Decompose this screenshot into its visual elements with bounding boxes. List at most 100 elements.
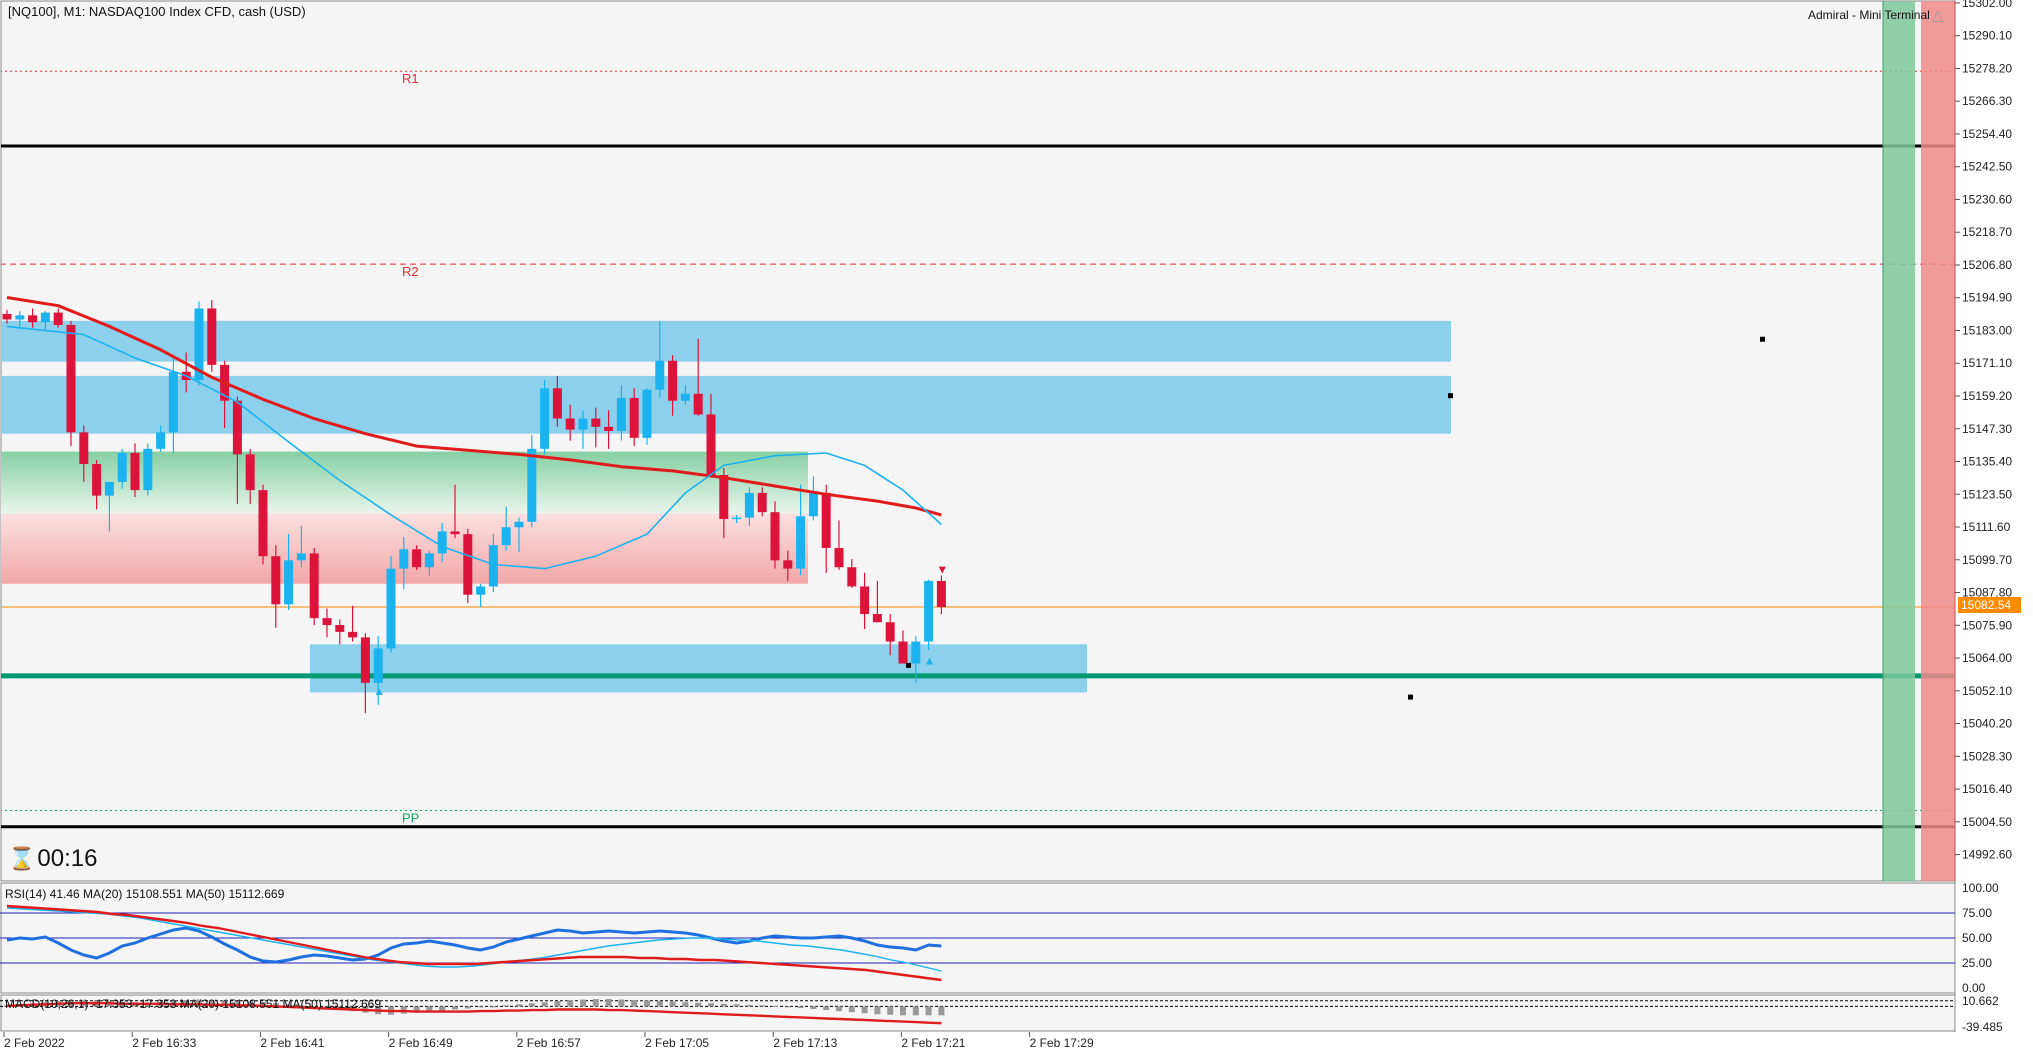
- candle-body: [66, 324, 76, 433]
- macd-bar: [503, 1005, 510, 1007]
- rsi-tick-label: 75.00: [1962, 906, 1992, 920]
- candle-body: [437, 531, 447, 554]
- y-tick-label: 15230.60: [1962, 192, 2012, 206]
- candle-body: [552, 388, 562, 419]
- x-tick-label: 2 Feb 17:13: [773, 1036, 837, 1050]
- macd-bar: [656, 1001, 663, 1007]
- x-tick-label: 2 Feb 17:21: [901, 1036, 965, 1050]
- y-tick-label: 15242.50: [1962, 160, 2012, 174]
- candle-body: [463, 534, 473, 595]
- x-tick-label: 2 Feb 16:33: [132, 1036, 196, 1050]
- y-tick-label: 15135.40: [1962, 455, 2012, 469]
- x-tick-label: 2 Feb 2022: [4, 1036, 65, 1050]
- candle-body: [616, 397, 626, 431]
- macd-bar: [823, 1006, 830, 1011]
- y-tick-label: 15278.20: [1962, 61, 2012, 75]
- zone-supply-0: [1, 320, 1451, 362]
- macd-bar: [784, 1006, 791, 1008]
- candle-body: [591, 418, 601, 427]
- candle-body: [92, 463, 102, 496]
- candle-body: [284, 560, 294, 605]
- graduation-cap-icon[interactable]: △: [1932, 7, 1944, 24]
- macd-bar: [580, 999, 586, 1007]
- y-tick-label: 15052.10: [1962, 684, 2012, 698]
- candle-body: [604, 426, 614, 431]
- mini-terminal-bars[interactable]: [1882, 1, 1956, 881]
- candle-body: [680, 393, 690, 401]
- x-tick-label: 2 Feb 16:49: [389, 1036, 453, 1050]
- candle-body: [28, 315, 38, 323]
- y-tick-label: 15194.90: [1962, 291, 2012, 305]
- macd-signal-line: [6, 1002, 942, 1025]
- rsi-series-0: [6, 926, 942, 964]
- macd-bar: [848, 1006, 855, 1013]
- candle-body: [335, 625, 345, 632]
- candle-body: [668, 360, 678, 401]
- candle-body: [104, 481, 114, 496]
- y-tick-label: 15087.80: [1962, 586, 2012, 600]
- candle-body: [373, 648, 383, 683]
- candle-body: [168, 371, 178, 433]
- candle-body: [130, 452, 140, 491]
- macd-bar: [285, 1004, 292, 1007]
- zone-supply-1: [1, 375, 1451, 434]
- pivot-label-pp: PP: [402, 811, 419, 826]
- candle-body: [565, 418, 575, 430]
- ma-slow-line: [6, 296, 942, 517]
- macd-bar: [605, 999, 612, 1007]
- mini-terminal-label[interactable]: Admiral - Mini Terminal: [1808, 8, 1930, 22]
- rsi-series-1: [6, 907, 942, 972]
- rsi-series-2: [6, 904, 942, 982]
- macd-bar: [695, 1002, 702, 1007]
- candle-body: [488, 545, 498, 587]
- candle-body: [706, 414, 716, 475]
- macd-bar: [797, 1006, 804, 1008]
- macd-bar: [528, 1003, 535, 1007]
- y-tick-label: 15254.40: [1962, 127, 2012, 141]
- macd-bar: [516, 1004, 522, 1007]
- macd-bar: [618, 999, 625, 1007]
- macd-bar: [631, 1000, 638, 1007]
- main-pane[interactable]: [0, 0, 1956, 882]
- current-price-value: 15082.54: [1961, 598, 2012, 612]
- current-price-badge: 15082.54: [1958, 597, 2021, 613]
- macd-tick-label: 10.662: [1962, 994, 1999, 1008]
- rsi-title: RSI(14) 41.46 MA(20) 15108.551 MA(50) 15…: [5, 887, 285, 901]
- macd-bar: [887, 1006, 894, 1015]
- candle-body: [757, 492, 767, 513]
- candle-body: [847, 567, 857, 587]
- candle-body: [424, 553, 434, 568]
- candle-body: [501, 527, 511, 546]
- countdown-timer: ⌛ 00:16: [8, 845, 97, 873]
- candle-body: [207, 308, 217, 365]
- ma-fast-line: [6, 325, 942, 570]
- macd-bar: [298, 1005, 305, 1007]
- x-tick-label: 2 Feb 16:57: [517, 1036, 581, 1050]
- macd-bar: [452, 1006, 458, 1010]
- candle-body: [924, 580, 934, 642]
- y-tick-label: 15159.20: [1962, 389, 2012, 403]
- candle-body: [693, 393, 703, 415]
- macd-bar: [272, 1003, 279, 1007]
- candle-body: [271, 556, 281, 605]
- buy-bar: [1883, 1, 1915, 881]
- macd-bar: [682, 1002, 689, 1007]
- candle-body: [872, 613, 882, 623]
- y-tick-label: 15040.20: [1962, 717, 2012, 731]
- macd-bar: [720, 1003, 727, 1007]
- candle-body: [117, 452, 127, 482]
- y-tick-label: 15206.80: [1962, 258, 2012, 272]
- macd-bar: [900, 1006, 906, 1016]
- candle-body: [732, 517, 742, 520]
- range-box-lower: [1, 513, 808, 584]
- macd-bar: [733, 1004, 740, 1007]
- x-tick-label: 2 Feb 17:29: [1030, 1036, 1094, 1050]
- buy-arrow-icon: ▲: [924, 654, 936, 668]
- macd-bar: [874, 1006, 881, 1015]
- pivot-marker-3: [1408, 694, 1413, 700]
- pivot-label-r1: R1: [402, 71, 419, 86]
- pivot-marker-2: [906, 662, 911, 668]
- candle-body: [655, 360, 665, 390]
